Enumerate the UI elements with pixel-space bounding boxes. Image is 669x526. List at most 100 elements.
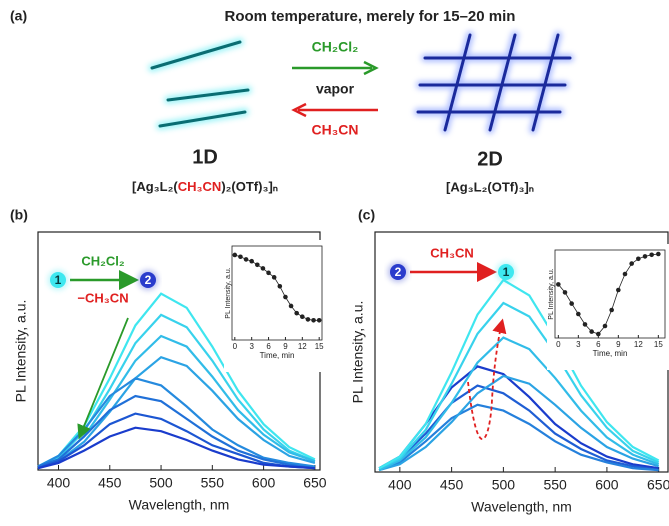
spectrum: [37, 412, 315, 470]
state-label: 2: [395, 265, 402, 279]
y-axis-label: PL Intensity, a.u.: [350, 301, 366, 404]
data-point: [300, 314, 305, 320]
x-tick-label: 3: [249, 342, 254, 351]
left-name: 1D: [192, 146, 218, 168]
state-label: 1: [503, 265, 510, 279]
spectrum: [37, 394, 316, 470]
data-point: [260, 266, 266, 271]
backward-reagent: CH₃CN: [312, 122, 359, 138]
data-point: [582, 322, 588, 327]
x-tick-label: 400: [388, 477, 412, 493]
forward-arrow: [292, 60, 379, 76]
x-tick-label: 15: [654, 340, 663, 349]
x-tick-label: 550: [543, 477, 567, 493]
x-tick-label: 500: [149, 475, 173, 491]
state-badge: [140, 272, 156, 288]
y-axis-label: PL Intensity, a.u.: [225, 267, 232, 318]
x-tick-label: 600: [595, 477, 619, 493]
kinetic-line: [557, 253, 659, 335]
x-tick-label: 9: [283, 342, 288, 351]
data-point: [243, 257, 249, 262]
chains-1d: [148, 38, 252, 130]
state-label: 2: [145, 273, 152, 287]
data-point: [562, 290, 568, 295]
panel-title: Room temperature, merely for 15–20 min: [225, 8, 516, 25]
x-tick-label: 0: [556, 340, 561, 349]
x-axis-label: Wavelength, nm: [471, 499, 572, 515]
spectrum: [37, 355, 316, 470]
y-axis-label: PL Intensity, a.u.: [13, 300, 29, 403]
data-point: [596, 331, 601, 337]
reagent-above: CH₃CN: [430, 245, 474, 260]
x-axis-label: Wavelength, nm: [129, 497, 230, 513]
data-point: [232, 252, 238, 258]
inset-frame: [547, 244, 669, 370]
reagent-below: −CH₃CN: [77, 290, 128, 305]
x-tick-label: 500: [492, 477, 516, 493]
x-tick-label: 6: [266, 342, 271, 351]
x-axis-label: Time, min: [593, 349, 628, 358]
spectrum: [378, 374, 660, 472]
data-point: [283, 294, 288, 300]
data-point: [288, 303, 294, 309]
left-formula: [Ag₃L₂(CH₃CN)₂(OTf)₃]ₙ: [132, 179, 278, 194]
data-point: [277, 283, 283, 289]
y-axis-label: PL Intensity, a.u.: [548, 268, 555, 319]
data-point: [316, 318, 322, 323]
formula-part: [Ag₃L₂(: [132, 179, 178, 194]
inset-frame: [224, 240, 328, 372]
data-point: [656, 251, 661, 257]
trend-arrow: [467, 318, 507, 440]
x-tick-label: 12: [634, 340, 643, 349]
data-point: [271, 275, 277, 280]
state-badge: [50, 272, 66, 288]
state-badge: [498, 264, 514, 280]
x-tick-label: 12: [298, 342, 307, 351]
spectrum: [378, 384, 659, 472]
x-tick-label: 550: [201, 475, 225, 491]
x-tick-label: 9: [616, 340, 621, 349]
data-point: [649, 252, 654, 258]
data-point: [576, 311, 581, 317]
spectrum: [378, 301, 660, 470]
data-point: [556, 282, 561, 287]
panel-label: (c): [358, 207, 375, 223]
middle-label: vapor: [316, 81, 355, 97]
x-tick-label: 0: [233, 342, 238, 351]
data-point: [589, 329, 594, 334]
x-tick-label: 650: [303, 475, 327, 491]
x-tick-label: 3: [576, 340, 581, 349]
data-point: [602, 323, 608, 329]
data-point: [294, 310, 299, 316]
panel-label: (b): [10, 207, 28, 223]
data-point: [266, 270, 271, 276]
formula-part: CH₃CN: [178, 179, 222, 194]
trend-arrow: [77, 317, 129, 440]
data-point: [249, 258, 254, 264]
x-tick-label: 600: [252, 475, 276, 491]
x-tick-label: 450: [98, 475, 122, 491]
state-badge: [390, 264, 406, 280]
data-point: [636, 256, 641, 262]
panel-label: (a): [10, 8, 27, 24]
data-point: [311, 318, 316, 323]
x-tick-label: 400: [47, 475, 71, 491]
x-tick-label: 650: [647, 477, 669, 493]
reagent-above: CH₂Cl₂: [81, 253, 125, 268]
data-point: [238, 254, 243, 260]
forward-reagent: CH₂Cl₂: [312, 39, 359, 55]
x-axis-label: Time, min: [260, 351, 295, 360]
x-tick-label: 450: [440, 477, 464, 493]
right-formula: [Ag₃L₂(OTf)₃]ₙ: [446, 179, 534, 194]
data-point: [609, 307, 614, 313]
data-point: [642, 254, 648, 259]
spectrum: [378, 336, 660, 472]
data-point: [629, 261, 634, 266]
network-2d: [414, 31, 574, 134]
spectrum: [37, 426, 315, 470]
data-point: [616, 287, 621, 293]
data-point: [622, 271, 628, 277]
data-point: [255, 262, 260, 268]
state-label: 1: [55, 273, 62, 287]
